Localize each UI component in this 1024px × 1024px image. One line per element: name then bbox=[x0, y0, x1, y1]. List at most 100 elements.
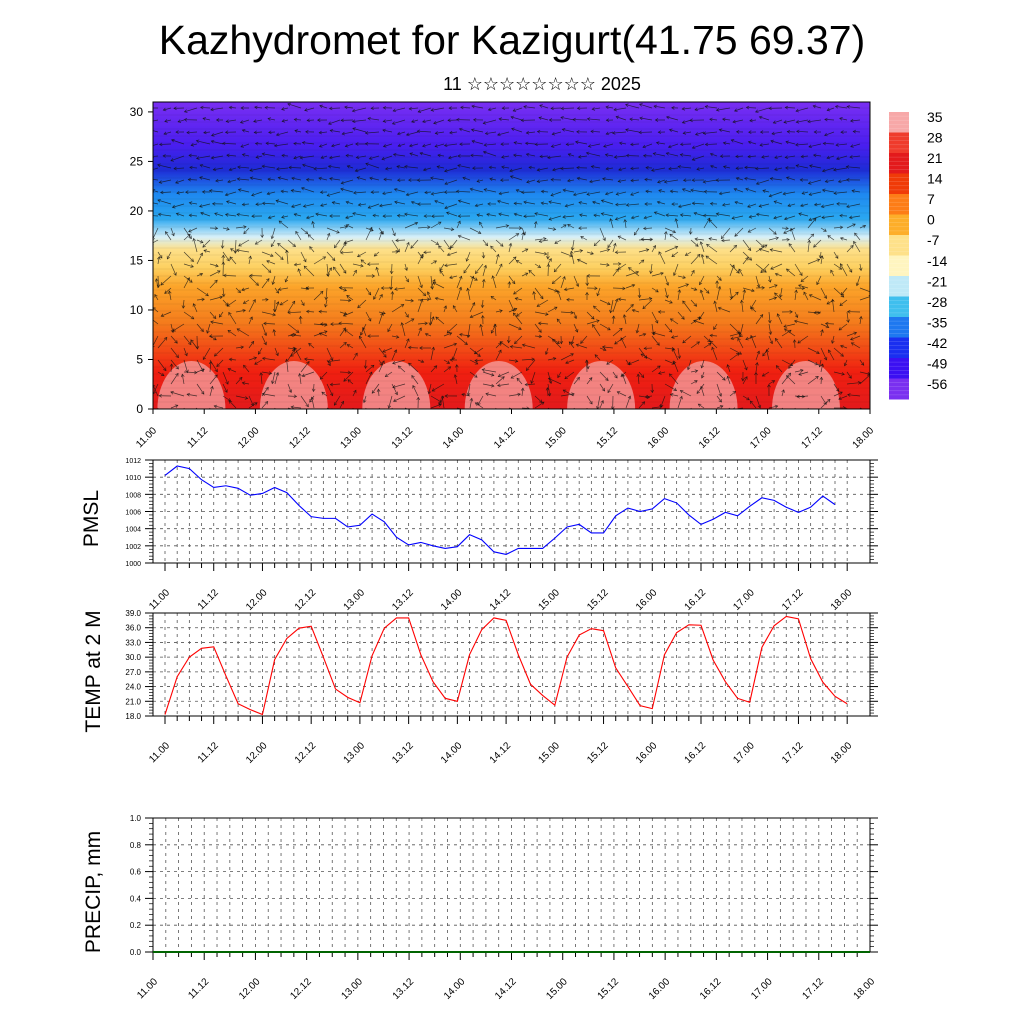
wind-vector bbox=[809, 165, 822, 169]
wind-arrowhead bbox=[328, 121, 332, 125]
wind-vector bbox=[759, 143, 770, 146]
wind-vector bbox=[352, 263, 364, 267]
wind-vector bbox=[388, 395, 393, 409]
wind-arrowhead bbox=[493, 412, 496, 415]
wind-vector bbox=[614, 155, 627, 158]
wind-vector bbox=[819, 359, 822, 367]
wind-arrowhead bbox=[304, 230, 309, 235]
wind-vector bbox=[625, 304, 634, 313]
wind-arrowhead bbox=[543, 237, 547, 241]
wind-arrowhead bbox=[181, 305, 186, 309]
x-tick-label: 12.00 bbox=[244, 587, 270, 613]
wind-arrowhead bbox=[195, 139, 200, 144]
wind-arrowhead bbox=[493, 323, 497, 328]
wind-vector bbox=[227, 330, 237, 337]
wind-vector bbox=[521, 227, 526, 235]
wind-arrowhead bbox=[444, 181, 449, 186]
wind-arrowhead bbox=[215, 263, 219, 268]
wind-arrowhead bbox=[572, 192, 577, 197]
wind-vector bbox=[187, 393, 198, 397]
wind-vector bbox=[755, 239, 765, 248]
wind-vector bbox=[601, 213, 614, 217]
colorbar-swatch bbox=[889, 132, 909, 154]
wind-arrowhead bbox=[665, 294, 669, 299]
y-tick-label: 0.6 bbox=[130, 868, 142, 877]
wind-vector bbox=[796, 130, 809, 133]
wind-arrowhead bbox=[642, 226, 647, 231]
wind-arrowhead bbox=[719, 154, 724, 158]
wind-arrowhead bbox=[852, 129, 857, 134]
wind-vector bbox=[664, 246, 678, 253]
wind-vector bbox=[573, 311, 577, 319]
wind-arrowhead bbox=[846, 309, 851, 314]
wind-vector bbox=[480, 324, 484, 337]
wind-vector bbox=[463, 263, 471, 274]
wind-vector bbox=[568, 341, 575, 349]
wind-arrowhead bbox=[525, 130, 530, 135]
wind-arrowhead bbox=[343, 242, 347, 246]
wind-vector bbox=[547, 306, 558, 313]
wind-arrowhead bbox=[556, 318, 561, 323]
wind-arrowhead bbox=[381, 360, 385, 364]
wind-vector bbox=[168, 290, 172, 301]
wind-arrowhead bbox=[498, 349, 502, 354]
wind-vector bbox=[807, 218, 817, 229]
wind-arrowhead bbox=[630, 178, 634, 183]
wind-vector bbox=[304, 358, 315, 361]
wind-arrowhead bbox=[618, 141, 623, 146]
wind-arrowhead bbox=[767, 383, 771, 388]
wind-arrowhead bbox=[505, 224, 510, 228]
wind-vector bbox=[467, 323, 471, 338]
wind-vector bbox=[347, 344, 354, 349]
wind-vector bbox=[612, 131, 627, 134]
wind-arrowhead bbox=[409, 152, 413, 156]
wind-vector bbox=[393, 395, 406, 402]
wind-vector bbox=[441, 395, 445, 409]
wind-vector bbox=[189, 214, 198, 217]
wind-arrowhead bbox=[576, 376, 580, 381]
wind-arrowhead bbox=[331, 257, 336, 261]
wind-vector bbox=[183, 227, 192, 239]
wind-vector bbox=[593, 305, 601, 313]
wind-vector bbox=[307, 234, 315, 241]
wind-arrowhead bbox=[201, 190, 206, 194]
wind-arrowhead bbox=[210, 107, 214, 112]
wind-arrowhead bbox=[781, 389, 785, 393]
wind-vector bbox=[846, 371, 852, 379]
wind-arrowhead bbox=[719, 405, 724, 409]
wind-vector bbox=[170, 359, 179, 370]
wind-arrowhead bbox=[564, 203, 569, 208]
wind-vector bbox=[303, 265, 315, 277]
wind-arrowhead bbox=[677, 289, 682, 293]
wind-vector bbox=[495, 254, 499, 265]
wind-vector bbox=[510, 175, 523, 181]
wind-arrowhead bbox=[841, 372, 845, 376]
wind-vector bbox=[594, 354, 601, 361]
wind-vector bbox=[365, 364, 375, 373]
wind-vector bbox=[854, 232, 861, 241]
wind-vector bbox=[746, 107, 757, 109]
wind-arrowhead bbox=[512, 256, 517, 260]
wind-vector bbox=[368, 203, 380, 209]
wind-arrowhead bbox=[324, 303, 328, 308]
wind-vector bbox=[599, 249, 610, 253]
wind-vector bbox=[716, 371, 726, 381]
wind-arrowhead bbox=[188, 213, 193, 218]
wind-arrowhead bbox=[370, 190, 374, 195]
wind-vector bbox=[321, 391, 328, 397]
wind-arrowhead bbox=[238, 376, 243, 381]
colorbar-swatch bbox=[889, 194, 909, 215]
wind-arrowhead bbox=[696, 167, 700, 171]
wind-vector bbox=[498, 213, 510, 217]
wind-arrowhead bbox=[830, 340, 835, 344]
wind-arrowhead bbox=[427, 225, 431, 230]
wind-vector bbox=[378, 231, 383, 241]
wind-arrowhead bbox=[849, 155, 853, 159]
wind-vector bbox=[165, 231, 172, 241]
wind-vector bbox=[328, 165, 341, 169]
wind-vector bbox=[716, 275, 722, 281]
wind-arrowhead bbox=[669, 300, 673, 304]
wind-arrowhead bbox=[830, 298, 835, 303]
wind-arrowhead bbox=[690, 188, 694, 193]
wind-arrowhead bbox=[410, 318, 415, 322]
